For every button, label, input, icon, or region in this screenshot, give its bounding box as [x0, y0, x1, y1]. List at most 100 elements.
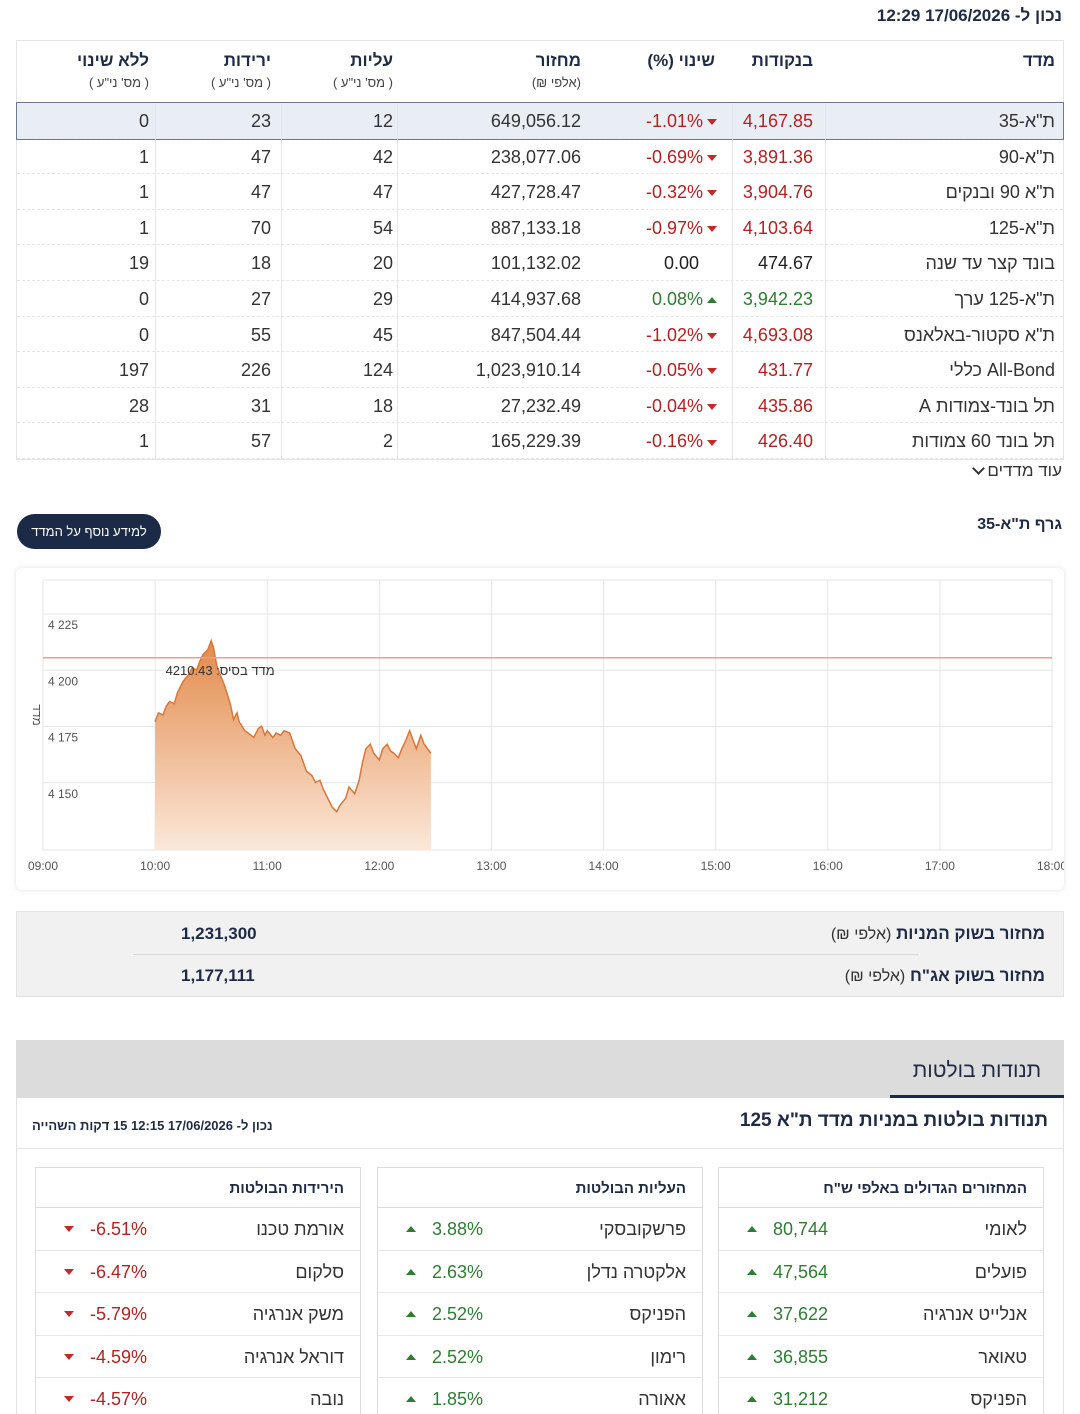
header-change[interactable]: שינוי (%) — [647, 51, 715, 70]
index-row[interactable]: תל בונד 60 צמודות 426.40 -0.16% 165,229.39 2… — [17, 423, 1063, 459]
stock-value: -5.79% — [90, 1304, 148, 1324]
y-tick-label: 4 150 — [48, 787, 78, 801]
volatility-row[interactable]: אורמת טכנו -6.51% — [36, 1208, 360, 1251]
index-row[interactable]: תל בונד-צמודות A 435.86 -0.04% 27,232.49 18 3… — [17, 388, 1063, 424]
volatility-table: המחזורים הגדולים באלפי ש"ח לאומי 80,744 פוע… — [718, 1167, 1044, 1414]
tab-volatility[interactable]: תנודות בולטות — [890, 1046, 1064, 1098]
stock-name[interactable]: הפניקס — [970, 1389, 1028, 1409]
index-row[interactable]: ת"א-125 4,103.64 -0.97% 887,133.18 54 70 1 — [17, 210, 1063, 246]
index-turnover: 101,132.02 — [490, 253, 581, 274]
stock-name[interactable]: פרשקובסקי — [599, 1219, 686, 1239]
index-change: -0.32% — [646, 182, 717, 203]
volatility-row[interactable]: פועלים 47,564 — [719, 1251, 1043, 1293]
x-tick-label: 15:00 — [701, 859, 731, 873]
header-turnover[interactable]: מחזור (אלפי ₪) — [531, 51, 581, 90]
index-unchanged: 1 — [138, 217, 149, 238]
index-name[interactable]: ת"א-125 — [988, 217, 1055, 238]
stock-name[interactable]: נובה — [310, 1389, 344, 1409]
index-decliners: 23 — [250, 111, 271, 131]
header-advancers[interactable]: עליות( מס' ני"ע ) — [332, 51, 393, 90]
index-name[interactable]: ת"א-125 ערך — [954, 288, 1055, 309]
x-tick-label: 09:00 — [28, 859, 58, 873]
index-change: -0.04% — [646, 396, 717, 417]
chart-title: גרף ת"א-35 — [977, 516, 1062, 533]
stock-name[interactable]: פועלים — [974, 1261, 1027, 1282]
stocks-turnover-label: מחזור בשוק המניות (אלפי ₪) — [830, 924, 1045, 943]
index-name[interactable]: ת"א-35 — [998, 111, 1055, 131]
volatility-row[interactable]: אאורה 1.85% — [378, 1378, 702, 1414]
stock-name[interactable]: אורמת טכנו — [256, 1219, 344, 1239]
stock-name[interactable]: סלקום — [295, 1261, 344, 1282]
index-row[interactable]: בונד קצר עד שנה 474.67 0.00 101,132.02 20 18 1… — [17, 245, 1063, 281]
volatility-row[interactable]: משק אנרגיה -5.79% — [36, 1293, 360, 1336]
index-row[interactable]: ת"א-90 3,891.36 -0.69% 238,077.06 42 47 1 — [17, 139, 1063, 175]
volatility-table-header: העליות הבולטות — [378, 1168, 702, 1208]
volatility-row[interactable]: הפניקס 2.52% — [378, 1293, 702, 1336]
stock-name[interactable]: רימון — [650, 1346, 686, 1367]
index-row[interactable]: ת"א-125 ערך 3,942.23 0.08% 414,937.68 29 27 0 — [17, 281, 1063, 317]
arrow-up-icon — [406, 1396, 416, 1402]
index-turnover: 847,504.44 — [490, 324, 581, 345]
header-unchanged[interactable]: ללא שינוי( מס' ני"ע ) — [76, 51, 149, 90]
index-advancers: 29 — [372, 288, 393, 309]
stock-name[interactable]: דוראל אנרגיה — [243, 1346, 344, 1367]
index-change: 0.00 — [663, 253, 699, 274]
stock-name[interactable]: אאורה — [638, 1389, 686, 1409]
volatility-table: העליות הבולטות פרשקובסקי 3.88% אלקטרה נדלן 2… — [377, 1167, 703, 1414]
index-decliners: 70 — [250, 217, 271, 238]
stock-name[interactable]: משק אנרגיה — [252, 1304, 344, 1324]
arrow-down-icon — [64, 1353, 74, 1360]
index-name[interactable]: תל בונד 60 צמודות — [911, 431, 1055, 452]
volatility-table: הירידות הבולטות אורמת טכנו -6.51% סלקום -6.4… — [35, 1167, 361, 1414]
index-decliners: 55 — [250, 324, 271, 345]
index-advancers: 2 — [382, 431, 393, 452]
base-value-label: מדד בסיס: 4210.43 — [166, 663, 275, 678]
index-change: 0.08% — [652, 289, 717, 310]
index-chart[interactable]: 09:00 10:00 11:00 12:00 13:00 14:00 15:00 16:00… — [16, 568, 1064, 890]
stock-name[interactable]: לאומי — [984, 1219, 1027, 1239]
index-turnover: 414,937.68 — [490, 288, 581, 309]
index-row[interactable]: ת"א סקטור-באלאנס 4,693.08 -1.02% 847,504.44… — [17, 317, 1063, 353]
index-name[interactable]: ת"א סקטור-באלאנס — [904, 324, 1055, 345]
volatility-row[interactable]: דוראל אנרגיה -4.59% — [36, 1336, 360, 1378]
index-row[interactable]: ת"א-35 4,167.85 -1.01% 649,056.12 12 23 0 — [16, 102, 1064, 140]
header-index[interactable]: מדד — [1022, 51, 1055, 70]
header-decliners[interactable]: ירידות( מס' ני"ע ) — [210, 51, 271, 90]
volatility-table-header: המחזורים הגדולים באלפי ש"ח — [719, 1168, 1043, 1208]
arrow-up-icon — [747, 1226, 757, 1232]
index-name[interactable]: בונד קצר עד שנה — [925, 253, 1055, 274]
arrow-up-icon — [707, 297, 717, 304]
index-decliners: 31 — [250, 395, 271, 416]
more-indices-link[interactable]: עוד מדדים — [972, 461, 1062, 481]
volatility-row[interactable]: אנלייט אנרגיה 37,622 — [719, 1293, 1043, 1336]
volatility-row[interactable]: רימון 2.52% — [378, 1336, 702, 1378]
index-points: 4,103.64 — [742, 217, 813, 238]
arrow-down-icon — [64, 1396, 74, 1402]
index-points: 431.77 — [757, 360, 813, 381]
volatility-row[interactable]: סלקום -6.47% — [36, 1251, 360, 1293]
index-name[interactable]: ת"א-90 — [998, 146, 1055, 167]
index-info-button[interactable]: למידע נוסף על המדד — [17, 514, 161, 549]
stock-value: 2.52% — [432, 1304, 484, 1324]
stock-value: -4.59% — [90, 1346, 148, 1367]
volatility-row[interactable]: אלקטרה נדלן 2.63% — [378, 1251, 702, 1293]
volatility-row[interactable]: נובה -4.57% — [36, 1378, 360, 1414]
index-name[interactable]: ת"א 90 ובנקים — [945, 182, 1055, 203]
stock-name[interactable]: הפניקס — [629, 1304, 687, 1324]
index-row[interactable]: All-Bond כללי 431.77 -0.05% 1,023,910.14 124… — [17, 352, 1063, 388]
volatility-row[interactable]: הפניקס 31,212 — [719, 1378, 1043, 1414]
stock-name[interactable]: טאואר — [978, 1346, 1027, 1367]
index-row[interactable]: ת"א 90 ובנקים 3,904.76 -0.32% 427,728.47 47 4… — [17, 174, 1063, 210]
volatility-row[interactable]: פרשקובסקי 3.88% — [378, 1208, 702, 1251]
index-name[interactable]: תל בונד-צמודות A — [919, 395, 1055, 416]
volatility-row[interactable]: טאואר 36,855 — [719, 1336, 1043, 1378]
index-unchanged: 1 — [138, 146, 149, 167]
index-name[interactable]: All-Bond כללי — [949, 360, 1055, 381]
index-unchanged: 0 — [138, 111, 149, 131]
stock-value: -6.51% — [90, 1219, 148, 1239]
stock-name[interactable]: אנלייט אנרגיה — [923, 1304, 1027, 1324]
header-points[interactable]: בנקודות — [751, 51, 813, 70]
volatility-row[interactable]: לאומי 80,744 — [719, 1208, 1043, 1251]
stock-name[interactable]: אלקטרה נדלן — [586, 1261, 686, 1282]
index-points: 435.86 — [757, 395, 813, 416]
